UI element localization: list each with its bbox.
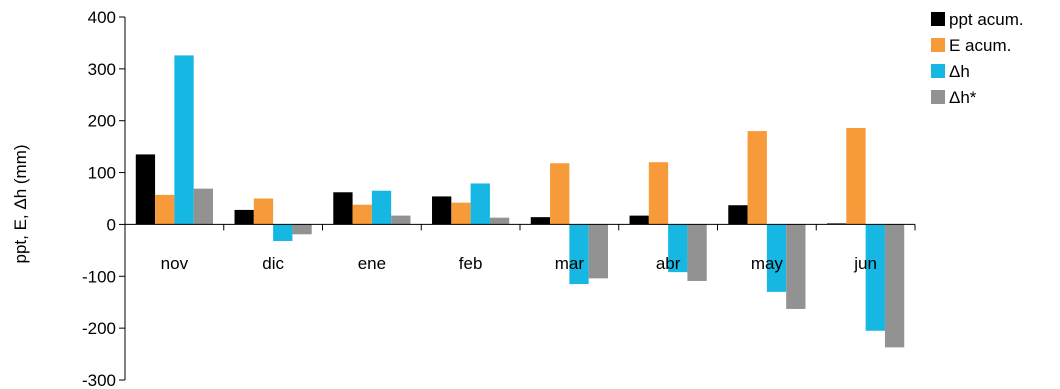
bar-jun-series-3 [865, 224, 885, 331]
bar-mar-series-3 [569, 224, 589, 285]
bar-abr-series-3 [668, 224, 688, 273]
legend-swatch-2 [931, 38, 945, 52]
bar-nov-series-3 [174, 55, 194, 225]
x-tick-label-jun: jun [853, 254, 877, 273]
legend-label-2: E acum. [949, 36, 1011, 55]
bar-may-series-2 [747, 131, 767, 225]
y-tick-label: 200 [88, 112, 116, 131]
bar-jun-series-2 [846, 127, 866, 225]
bar-may-series-4 [786, 224, 806, 309]
bars-layer [135, 55, 905, 348]
y-tick-label: 100 [88, 164, 116, 183]
bar-dic-series-2 [253, 198, 274, 225]
bar-dic-series-4 [292, 224, 312, 235]
bar-jun-series-4 [884, 224, 905, 348]
legend-swatch-3 [931, 64, 945, 78]
y-tick-label: 400 [88, 8, 116, 27]
legend-label-4: Δh* [949, 88, 977, 107]
x-tick-label-feb: feb [459, 254, 483, 273]
x-tick-label-nov: nov [161, 254, 189, 273]
y-tick-label: -100 [82, 267, 116, 286]
bar-abr-series-4 [687, 224, 707, 281]
y-axis-label: ppt, E, Δh (mm) [11, 144, 30, 263]
y-tick-label: -200 [82, 319, 116, 338]
x-tick-label-mar: mar [555, 254, 585, 273]
legend-swatch-4 [931, 90, 945, 104]
bar-may-series-1 [728, 205, 748, 225]
x-tick-label-may: may [751, 254, 784, 273]
bar-nov-series-4 [193, 188, 213, 225]
bar-feb-series-3 [470, 183, 490, 225]
bar-abr-series-2 [648, 162, 669, 225]
bar-mar-series-2 [550, 163, 570, 225]
bar-ene-series-3 [371, 190, 392, 225]
bar-ene-series-1 [333, 192, 353, 225]
y-tick-label: -300 [82, 371, 116, 389]
bar-dic-series-1 [234, 209, 254, 225]
bar-may-series-3 [766, 224, 787, 292]
bar-ene-series-2 [352, 204, 372, 225]
legend: ppt acum. E acum. Δh Δh* [931, 10, 1024, 107]
legend-swatch-1 [931, 12, 945, 26]
x-tick-label-ene: ene [358, 254, 386, 273]
y-tick-label: 300 [88, 60, 116, 79]
bar-abr-series-1 [629, 215, 649, 225]
bar-feb-series-4 [489, 217, 510, 225]
y-tick-label: 0 [107, 215, 116, 234]
axes-layer: -300 -200 -100 0 100 200 300 400 nov dic ene feb mar… [82, 8, 916, 389]
bar-mar-series-1 [530, 217, 551, 225]
bar-jun-series-1 [827, 223, 847, 225]
bar-nov-series-2 [155, 194, 175, 225]
bar-nov-series-1 [135, 154, 156, 225]
legend-label-3: Δh [949, 62, 970, 81]
x-tick-label-dic: dic [262, 254, 284, 273]
x-tick-label-abr: abr [656, 254, 681, 273]
bar-mar-series-4 [588, 224, 608, 279]
bar-dic-series-3 [273, 224, 293, 242]
legend-label-1: ppt acum. [949, 10, 1024, 29]
bar-feb-series-2 [451, 202, 471, 225]
bar-ene-series-4 [391, 215, 411, 225]
bar-feb-series-1 [432, 196, 452, 225]
